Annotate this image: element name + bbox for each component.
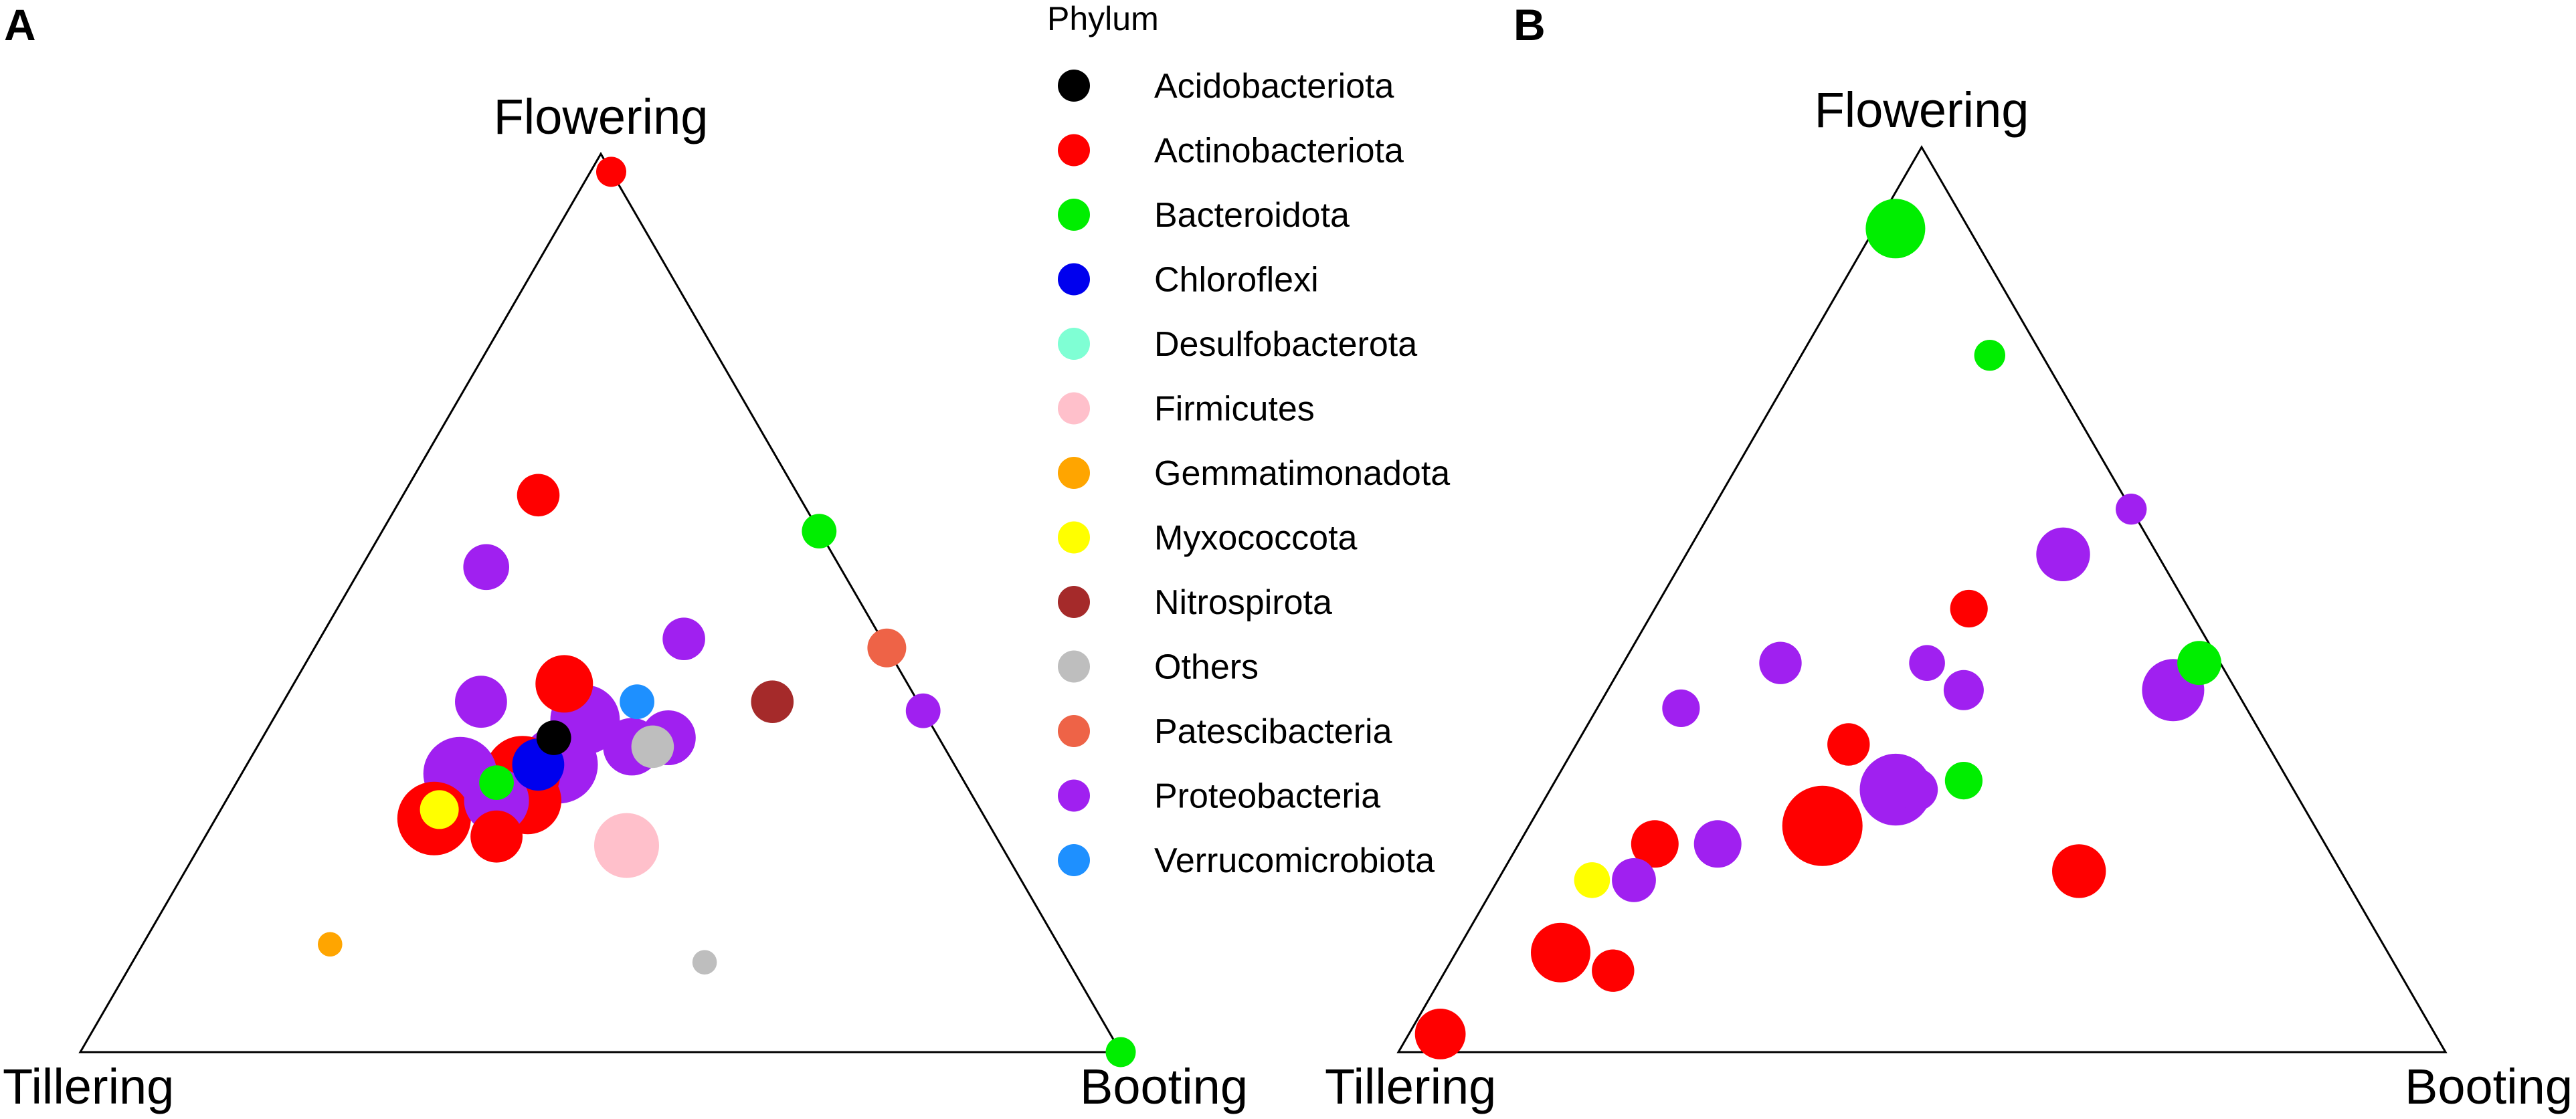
legend-swatch-acidobacteriota: [1058, 70, 1090, 102]
panel-label-b: B: [1513, 0, 1546, 49]
point-a-15-proteobacteria: [463, 544, 509, 591]
point-b-18-actinobacteriota: [1950, 589, 1988, 628]
legend-title: Phylum: [1047, 0, 1159, 37]
legend-swatch-patescibacteria: [1058, 715, 1090, 747]
point-b-20-myxococcota: [1574, 862, 1611, 898]
point-a-14-nitrospirota: [751, 680, 794, 723]
point-a-12-proteobacteria: [455, 676, 507, 728]
ternary-triangle-a: [78, 152, 1123, 1053]
legend-swatch-firmicutes: [1058, 392, 1090, 425]
point-b-21-bacteroidota: [1974, 340, 2005, 371]
point-b-14-proteobacteria: [1895, 768, 1938, 811]
legend-swatch-chloroflexi: [1058, 263, 1090, 296]
point-b-8-actinobacteriota: [1631, 820, 1679, 868]
point-a-16-actinobacteriota: [517, 474, 560, 517]
point-a-28-others: [692, 950, 717, 975]
point-b-11-proteobacteria: [1612, 858, 1656, 902]
legend-swatch-verrucomicrobiota: [1058, 844, 1090, 876]
legend-label-gemmatimonadota: Gemmatimonadota: [1154, 454, 1450, 493]
point-b-6-actinobacteriota: [1531, 922, 1590, 983]
vertex-label-booting-a: Booting: [1080, 1059, 1248, 1114]
point-b-22-proteobacteria: [1662, 689, 1700, 727]
point-a-26-actinobacteriota: [596, 157, 626, 187]
ternary-triangle-b: [1396, 145, 2448, 1053]
legend-label-nitrospirota: Nitrospirota: [1154, 583, 1332, 622]
legend-label-firmicutes: Firmicutes: [1154, 390, 1315, 429]
ternary-plot-b: Flowering Tillering Booting: [1325, 82, 2573, 1114]
legend: Phylum Acidobacteriota Actinobacteriota Ba…: [1047, 0, 1450, 880]
legend-swatch-desulfobacterota: [1058, 328, 1090, 360]
point-a-29-gemmatimonadota: [318, 932, 343, 957]
point-b-16-proteobacteria: [1943, 670, 1984, 710]
vertex-label-tillering-a: Tillering: [3, 1059, 174, 1114]
legend-swatch-actinobacteriota: [1058, 134, 1090, 167]
legend-label-patescibacteria: Patescibacteria: [1154, 712, 1392, 751]
point-a-4-firmicutes: [594, 813, 659, 878]
legend-swatch-gemmatimonadota: [1058, 457, 1090, 489]
legend-swatch-myxococcota: [1058, 521, 1090, 554]
point-b-15-bacteroidota: [1944, 762, 1983, 800]
point-b-19-proteobacteria: [1909, 645, 1945, 681]
legend-label-verrucomicrobiota: Verrucomicrobiota: [1154, 841, 1435, 880]
legend-label-chloroflexi: Chloroflexi: [1154, 261, 1319, 300]
vertex-label-flowering-b: Flowering: [1815, 82, 2029, 138]
legend-label-desulfobacterota: Desulfobacterota: [1154, 325, 1417, 364]
legend-items: Acidobacteriota Actinobacteriota Bacteroid…: [1058, 67, 1450, 880]
point-a-23-patescibacteria: [867, 628, 907, 668]
point-a-25-proteobacteria: [905, 693, 941, 728]
legend-swatch-bacteroidota: [1058, 199, 1090, 231]
legend-label-proteobacteria: Proteobacteria: [1154, 777, 1380, 816]
point-b-23-proteobacteria: [2116, 494, 2147, 525]
point-a-17-proteobacteria: [662, 617, 705, 660]
legend-label-acidobacteriota: Acidobacteriota: [1154, 67, 1394, 106]
scatter-points-a: [318, 157, 1136, 1067]
point-a-22-verrucomicrobiota: [620, 684, 654, 720]
legend-swatch-nitrospirota: [1058, 586, 1090, 618]
point-a-13-actinobacteriota: [470, 810, 523, 863]
point-a-20-acidobacteriota: [536, 720, 571, 755]
legend-label-actinobacteriota: Actinobacteriota: [1154, 132, 1404, 171]
vertex-label-booting-b: Booting: [2405, 1059, 2573, 1114]
ternary-plot-a: Flowering Tillering Booting: [3, 89, 1248, 1114]
legend-label-myxococcota: Myxococcota: [1154, 519, 1358, 558]
point-b-17-bacteroidota: [2177, 641, 2221, 686]
point-b-3-actinobacteriota: [2052, 844, 2106, 898]
panel-label-a: A: [4, 0, 36, 49]
vertex-label-tillering-b: Tillering: [1325, 1059, 1496, 1114]
point-b-1-actinobacteriota: [1782, 785, 1863, 866]
legend-label-bacteroidota: Bacteroidota: [1154, 196, 1350, 235]
point-b-7-actinobacteriota: [1414, 1009, 1466, 1059]
point-b-0-bacteroidota: [1865, 199, 1926, 259]
point-a-27-bacteroidota: [1105, 1037, 1136, 1067]
point-b-13-actinobacteriota: [1827, 723, 1870, 766]
legend-label-others: Others: [1154, 648, 1259, 687]
vertex-label-flowering-a: Flowering: [494, 89, 709, 144]
point-a-19-myxococcota: [420, 790, 459, 829]
point-b-9-actinobacteriota: [1592, 949, 1635, 992]
legend-swatch-proteobacteria: [1058, 779, 1090, 812]
scatter-points-b: [1414, 199, 2221, 1059]
point-b-5-proteobacteria: [2036, 527, 2090, 581]
legend-swatch-others: [1058, 650, 1090, 683]
point-a-18-others: [631, 725, 674, 769]
point-a-21-bacteroidota: [479, 765, 514, 800]
point-a-10-actinobacteriota: [535, 655, 593, 713]
point-b-10-proteobacteria: [1693, 820, 1742, 868]
point-b-12-proteobacteria: [1759, 641, 1802, 684]
point-a-24-bacteroidota: [802, 514, 837, 548]
